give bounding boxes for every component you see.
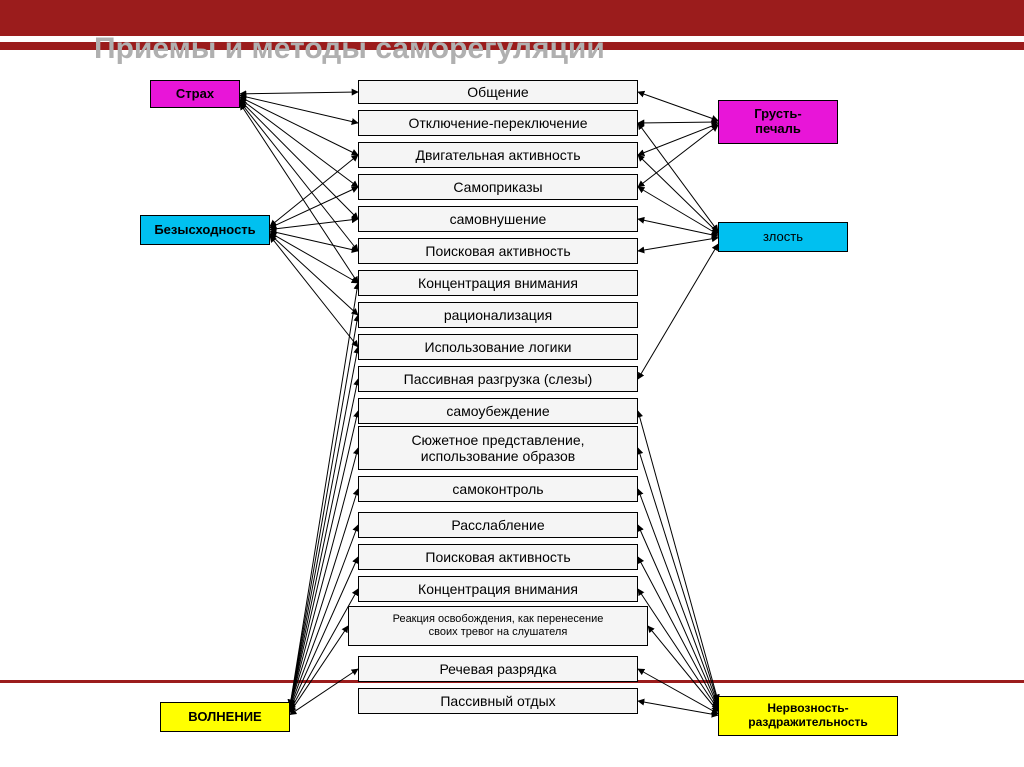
method-m11: Сюжетное представление, использование об… (358, 426, 638, 470)
edge (638, 557, 718, 708)
edge (290, 315, 358, 706)
method-m3: Самоприказы (358, 174, 638, 200)
method-m6: Концентрация внимания (358, 270, 638, 296)
method-m2: Двигательная активность (358, 142, 638, 168)
edge (638, 238, 718, 251)
emotion-fear: Страх (150, 80, 240, 108)
method-m8: Использование логики (358, 334, 638, 360)
page-title: Приемы и методы саморегуляции (94, 32, 605, 66)
method-m5: Поисковая активность (358, 238, 638, 264)
edge (638, 448, 718, 703)
edge (290, 347, 358, 706)
edge (290, 448, 358, 706)
method-m9: Пассивная разгрузка (слезы) (358, 366, 638, 392)
method-m7: рационализация (358, 302, 638, 328)
emotion-anger: злость (718, 222, 848, 252)
method-m14: Поисковая активность (358, 544, 638, 570)
emotion-worry: ВОЛНЕНИЕ (160, 702, 290, 732)
edge (270, 236, 358, 347)
emotion-nerv: Нервозность- раздражительность (718, 696, 898, 736)
edge (240, 103, 358, 283)
edge (270, 219, 358, 229)
method-m1: Отключение-переключение (358, 110, 638, 136)
method-m13: Расслабление (358, 512, 638, 538)
emotion-sad: Грусть- печаль (718, 100, 838, 144)
edge (290, 489, 358, 706)
edge (240, 92, 358, 94)
edge (638, 489, 718, 705)
method-m18: Пассивный отдых (358, 688, 638, 714)
edge (240, 95, 358, 123)
edge (638, 92, 718, 121)
method-m15: Концентрация внимания (358, 576, 638, 602)
method-m12: самоконтроль (358, 476, 638, 502)
edge (638, 525, 718, 706)
edge (638, 122, 718, 123)
edge (240, 97, 358, 155)
diagram-stage: Приемы и методы саморегуляции Страх Грусть… (0, 0, 1024, 767)
method-m0: Общение (358, 80, 638, 104)
edge (270, 234, 358, 315)
method-m10: самоубеждение (358, 398, 638, 424)
edge (638, 701, 718, 715)
method-m4: самовнушение (358, 206, 638, 232)
edge (240, 99, 358, 187)
edge (270, 187, 358, 228)
edge (240, 100, 358, 219)
method-m17: Речевая разрядка (358, 656, 638, 682)
method-m16: Реакция освобождения, как перенесение св… (348, 606, 648, 646)
edge (290, 379, 358, 706)
emotion-hopeless: Безысходность (140, 215, 270, 245)
edge (270, 233, 358, 283)
edge (638, 411, 718, 701)
edge (638, 244, 718, 379)
